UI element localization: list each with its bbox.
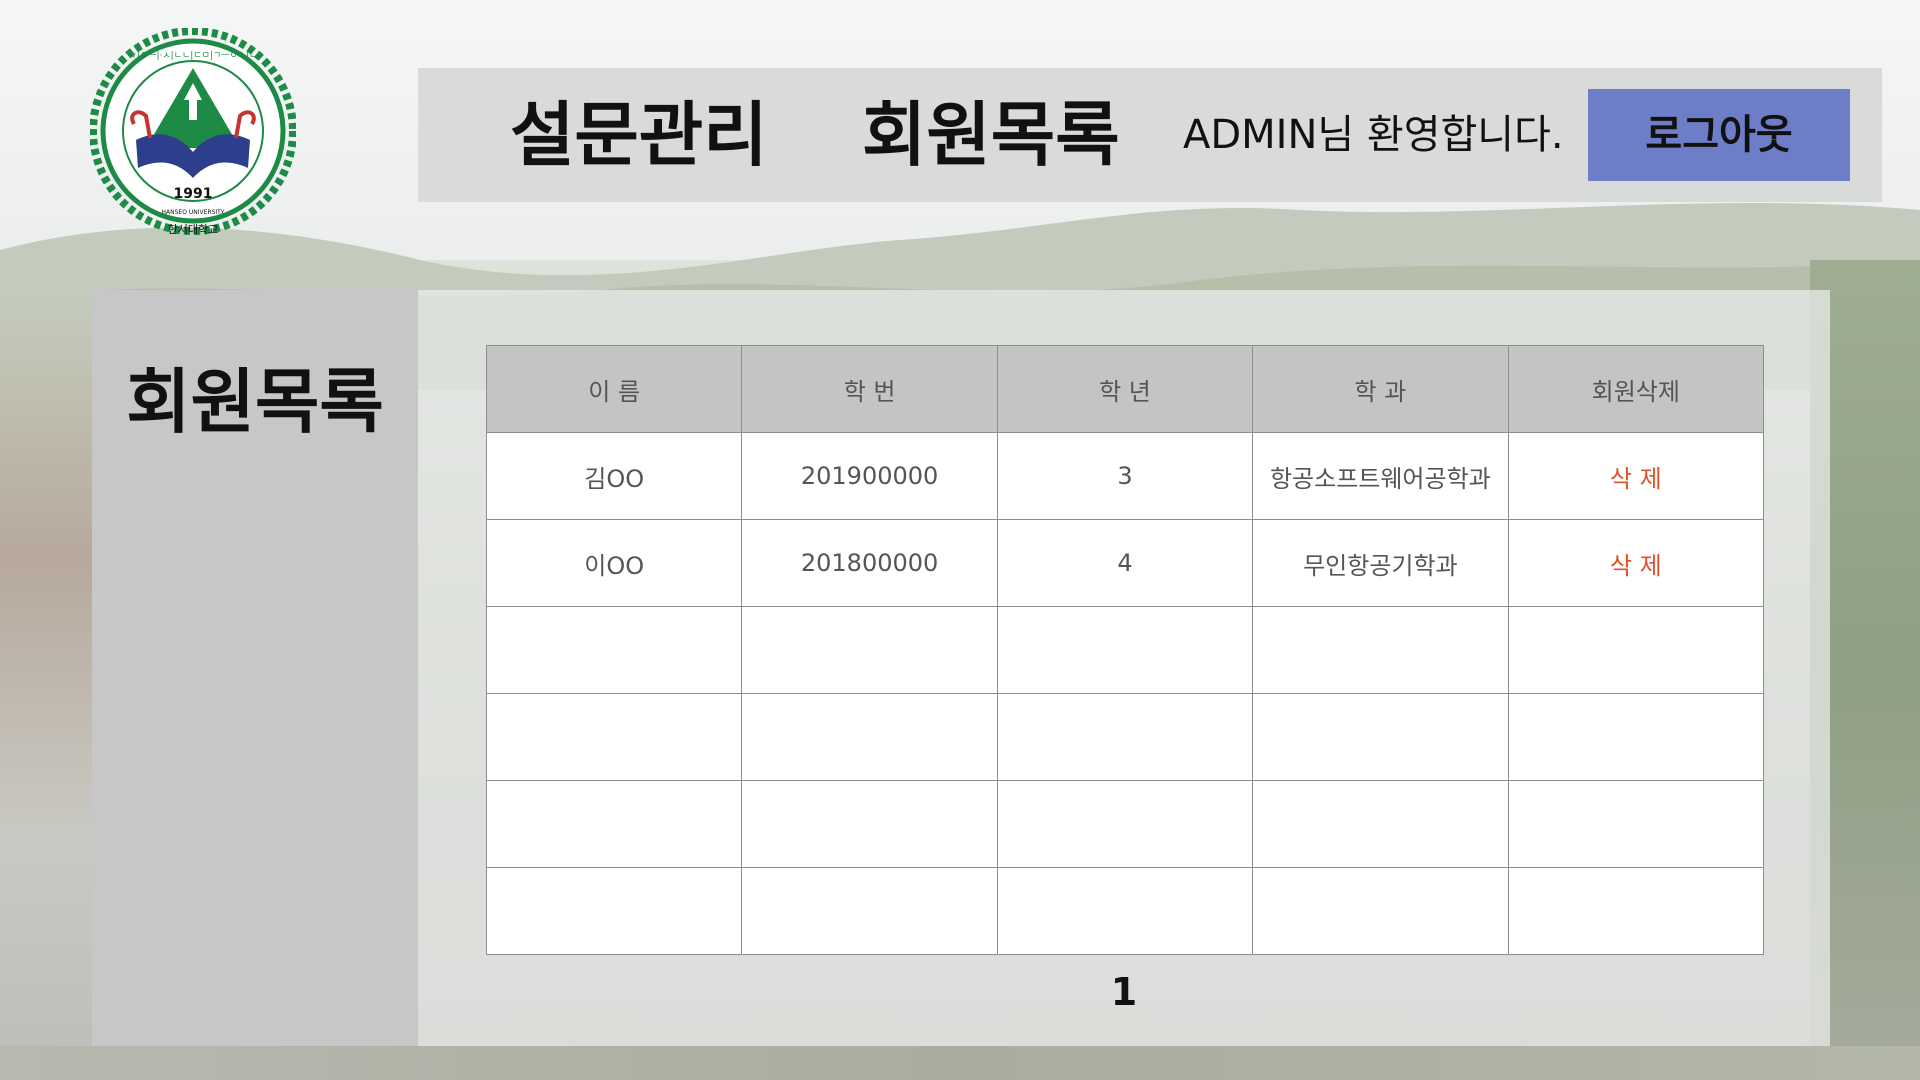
cell-empty bbox=[741, 867, 998, 955]
cell-empty bbox=[485, 780, 743, 868]
logo-name-en: HANSEO UNIVERSITY bbox=[162, 209, 225, 216]
pagination-page-1[interactable]: 1 bbox=[1110, 970, 1138, 1014]
cell-empty bbox=[485, 693, 743, 781]
column-header-student-id: 학 번 bbox=[741, 345, 998, 433]
nav-survey-management[interactable]: 설문관리 bbox=[510, 94, 768, 176]
cell-empty bbox=[741, 693, 998, 781]
delete-member-button[interactable]: 삭 제 bbox=[1609, 464, 1662, 493]
cell-empty bbox=[1507, 780, 1765, 868]
cell-empty bbox=[485, 606, 743, 694]
cell-department: 항공소프트웨어공학과 bbox=[1252, 432, 1509, 520]
logo-year: 1991 bbox=[174, 186, 213, 202]
header-bar: 설문관리 회원목록 ADMIN님 환영합니다. 로그아웃 bbox=[418, 68, 1882, 202]
cell-grade: 4 bbox=[996, 519, 1254, 607]
cell-student-id: 201900000 bbox=[741, 432, 998, 520]
column-header-name: 이 름 bbox=[485, 345, 743, 433]
column-header-department: 학 과 bbox=[1252, 345, 1509, 433]
cell-empty bbox=[1252, 780, 1509, 868]
cell-empty bbox=[996, 780, 1254, 868]
table-row: 이OO 201800000 4 무인항공기학과 삭 제 bbox=[485, 519, 1765, 607]
main-panel: 이 름 학 번 학 년 학 과 회원삭제 김OO 201900000 3 항공소… bbox=[418, 290, 1830, 1046]
cell-department: 무인항공기학과 bbox=[1252, 519, 1509, 607]
cell-student-id: 201800000 bbox=[741, 519, 998, 607]
cell-empty bbox=[1507, 693, 1765, 781]
nav-member-list[interactable]: 회원목록 bbox=[862, 94, 1120, 176]
side-panel: 회원목록 bbox=[92, 290, 418, 1046]
cell-empty bbox=[996, 606, 1254, 694]
delete-member-button[interactable]: 삭 제 bbox=[1609, 551, 1662, 580]
table-row-empty bbox=[485, 606, 1765, 694]
cell-empty bbox=[1252, 606, 1509, 694]
logo-motto: ㅎ|ㅇㅡ|·ㅅ|ㄴㄴ|ㄷㅁ|ㄱㅡㅇㅗ|ㄴ bbox=[129, 51, 258, 61]
cell-empty bbox=[741, 606, 998, 694]
cell-empty bbox=[996, 867, 1254, 955]
cell-name: 김OO bbox=[485, 432, 743, 520]
table-row-empty bbox=[485, 867, 1765, 955]
logo-name-ko: 한서대학교 bbox=[168, 223, 219, 236]
cell-empty bbox=[1252, 693, 1509, 781]
cell-name: 이OO bbox=[485, 519, 743, 607]
university-logo: 1991 HANSEO UNIVERSITY 한서대학교 ㅎ|ㅇㅡ|·ㅅ|ㄴㄴ|… bbox=[90, 28, 296, 236]
cell-empty bbox=[1252, 867, 1509, 955]
cell-delete: 삭 제 bbox=[1507, 519, 1765, 607]
cell-empty bbox=[1507, 867, 1765, 955]
welcome-message: ADMIN님 환영합니다. bbox=[1183, 112, 1564, 158]
cell-empty bbox=[1507, 606, 1765, 694]
column-header-grade: 학 년 bbox=[996, 345, 1254, 433]
member-table: 이 름 학 번 학 년 학 과 회원삭제 김OO 201900000 3 항공소… bbox=[485, 345, 1765, 955]
cell-delete: 삭 제 bbox=[1507, 432, 1765, 520]
cell-empty bbox=[996, 693, 1254, 781]
cell-empty bbox=[741, 780, 998, 868]
cell-grade: 3 bbox=[996, 432, 1254, 520]
cell-empty bbox=[485, 867, 743, 955]
logout-button[interactable]: 로그아웃 bbox=[1588, 89, 1850, 181]
table-header-row: 이 름 학 번 학 년 학 과 회원삭제 bbox=[485, 345, 1765, 433]
background-bottom-road bbox=[0, 1046, 1920, 1080]
table-row: 김OO 201900000 3 항공소프트웨어공학과 삭 제 bbox=[485, 432, 1765, 520]
side-panel-title: 회원목록 bbox=[126, 361, 384, 443]
background-left-scenery bbox=[0, 280, 92, 1080]
table-row-empty bbox=[485, 780, 1765, 868]
table-row-empty bbox=[485, 693, 1765, 781]
column-header-delete: 회원삭제 bbox=[1507, 345, 1765, 433]
